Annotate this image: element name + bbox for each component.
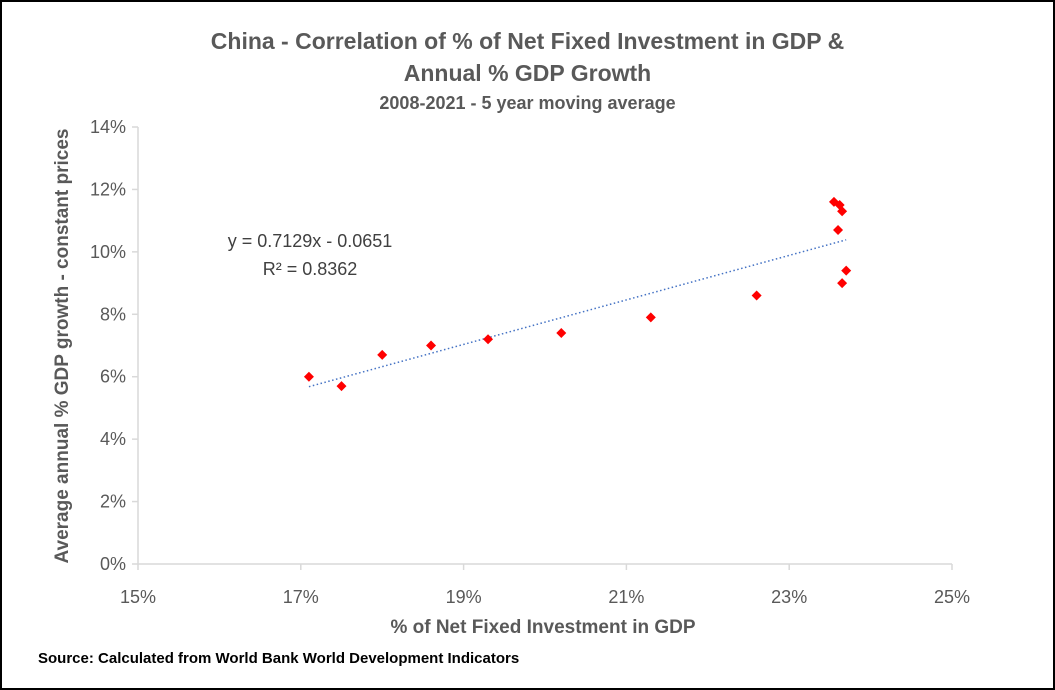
- y-tick-label: 4%: [100, 429, 126, 449]
- data-point: [833, 225, 844, 236]
- trendline-r-squared: R² = 0.8362: [263, 259, 358, 279]
- data-point: [645, 312, 656, 323]
- y-tick-label: 12%: [90, 179, 126, 199]
- x-tick-label: 19%: [446, 587, 482, 607]
- source-note: Source: Calculated from World Bank World…: [38, 650, 520, 667]
- y-tick-label: 14%: [90, 117, 126, 137]
- y-tick-label: 6%: [100, 367, 126, 387]
- data-point: [837, 278, 848, 289]
- y-tick-label: 2%: [100, 492, 126, 512]
- y-tick-labels: 0% 2% 4% 6% 8% 10% 12% 14%: [90, 117, 126, 574]
- x-tick-labels: 15% 17% 19% 21% 23% 25%: [120, 587, 970, 607]
- data-point: [556, 328, 567, 339]
- trendline-equation: y = 0.7129x - 0.0651: [228, 231, 393, 251]
- chart-subtitle: 2008-2021 - 5 year moving average: [379, 93, 676, 113]
- y-tick-label: 8%: [100, 304, 126, 324]
- chart-title-line2: Annual % GDP Growth: [403, 60, 652, 86]
- data-point: [426, 340, 437, 351]
- x-tick-label: 21%: [608, 587, 644, 607]
- y-axis-label: Average annual % GDP growth - constant p…: [52, 129, 73, 564]
- x-tick-label: 23%: [771, 587, 807, 607]
- x-tick-label: 25%: [934, 587, 970, 607]
- trendline-group: [308, 239, 847, 388]
- chart-title-line1: China - Correlation of % of Net Fixed In…: [210, 28, 845, 54]
- data-points: [303, 196, 852, 392]
- data-point: [336, 381, 347, 392]
- trendline: [308, 239, 847, 388]
- data-point: [837, 206, 848, 217]
- x-tick-label: 15%: [120, 587, 156, 607]
- data-point: [751, 290, 762, 301]
- y-tick-label: 0%: [100, 554, 126, 574]
- axes: [132, 126, 953, 570]
- data-point: [841, 265, 852, 276]
- x-axis-label: % of Net Fixed Investment in GDP: [390, 617, 695, 638]
- y-tick-label: 10%: [90, 242, 126, 262]
- data-point: [483, 334, 494, 345]
- x-tick-label: 17%: [283, 587, 319, 607]
- data-point: [303, 371, 314, 382]
- data-point: [377, 349, 388, 360]
